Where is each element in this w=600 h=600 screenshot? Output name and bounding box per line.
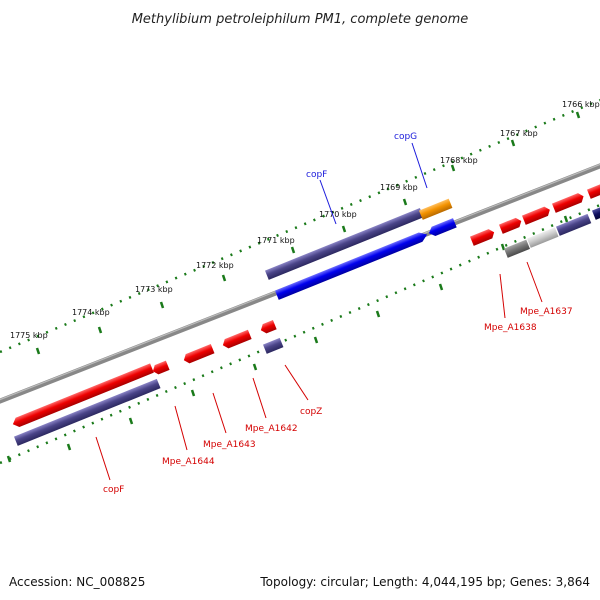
lower-major-ticks [6, 215, 569, 463]
Mpe_A1637-gene[interactable] [527, 227, 559, 248]
tick-label-1766kbp: 1766 kbp [562, 100, 600, 109]
Mpe_A1642-cds[interactable] [221, 329, 252, 350]
tick-label-1775kbp: 1775 kbp [10, 331, 48, 340]
gene-label-Mpe_A1642[interactable]: Mpe_A1642 [245, 424, 298, 434]
Mpe_A1636-gene[interactable] [556, 213, 592, 236]
copF-forward-gene[interactable] [265, 208, 424, 280]
tick-label-1773kbp: 1773 kbp [135, 285, 173, 294]
tick-label-1767kbp: 1767 kbp [500, 129, 538, 138]
copF-gene-bottom[interactable] [14, 378, 161, 446]
tick-label-1774kbp: 1774 kbp [72, 308, 110, 317]
tick-label-1768kbp: 1768 kbp [440, 156, 478, 165]
topology-summary-text: Topology: circular; Length: 4,044,195 bp… [260, 575, 590, 589]
gene-label-copF-top[interactable]: copF [306, 170, 327, 180]
Mpe_A1636-cds[interactable] [522, 205, 552, 225]
Mpe_A1638-gene[interactable] [504, 239, 531, 258]
copF-reverse-cds[interactable] [275, 230, 429, 300]
gene-label-copF-bottom[interactable]: copF [103, 485, 124, 495]
gene-label-Mpe_A1644[interactable]: Mpe_A1644 [162, 457, 215, 467]
copG-gene[interactable] [419, 198, 453, 220]
label-leader-lines [95, 142, 543, 481]
map-title: Methylibium petroleiphilum PM1, complete… [132, 12, 469, 27]
Mpe_A1644-cds[interactable] [151, 360, 170, 376]
upper-major-ticks [35, 111, 581, 355]
copF-cds-bottom[interactable] [11, 363, 154, 428]
copG-reverse-cds[interactable] [427, 218, 457, 238]
tick-label-1772kbp: 1772 kbp [196, 261, 234, 270]
Mpe_A1643-cds[interactable] [182, 343, 215, 365]
copZ-cds[interactable] [259, 319, 277, 335]
gene-label-copZ[interactable]: copZ [300, 407, 322, 417]
tick-label-1769kbp: 1769 kbp [380, 183, 418, 192]
tick-label-1771kbp: 1771 kbp [257, 236, 295, 245]
Mpe_A1635-cds[interactable] [552, 192, 585, 213]
gene-label-Mpe_A1638[interactable]: Mpe_A1638 [484, 323, 537, 333]
lower-tick-row [0, 203, 600, 465]
tick-label-1770kbp: 1770 kbp [319, 210, 357, 219]
accession-text: Accession: NC_008825 [9, 575, 146, 589]
Mpe_A1634-cds[interactable] [587, 184, 600, 199]
Mpe_A1638-cds[interactable] [470, 228, 496, 246]
Mpe_A1635-gene[interactable] [592, 206, 600, 220]
gene-label-Mpe_A1643[interactable]: Mpe_A1643 [203, 440, 256, 450]
copZ-gene[interactable] [263, 337, 284, 354]
Mpe_A1637-cds[interactable] [499, 216, 523, 234]
gene-label-copG[interactable]: copG [394, 132, 417, 142]
gene-label-Mpe_A1637[interactable]: Mpe_A1637 [520, 307, 573, 317]
